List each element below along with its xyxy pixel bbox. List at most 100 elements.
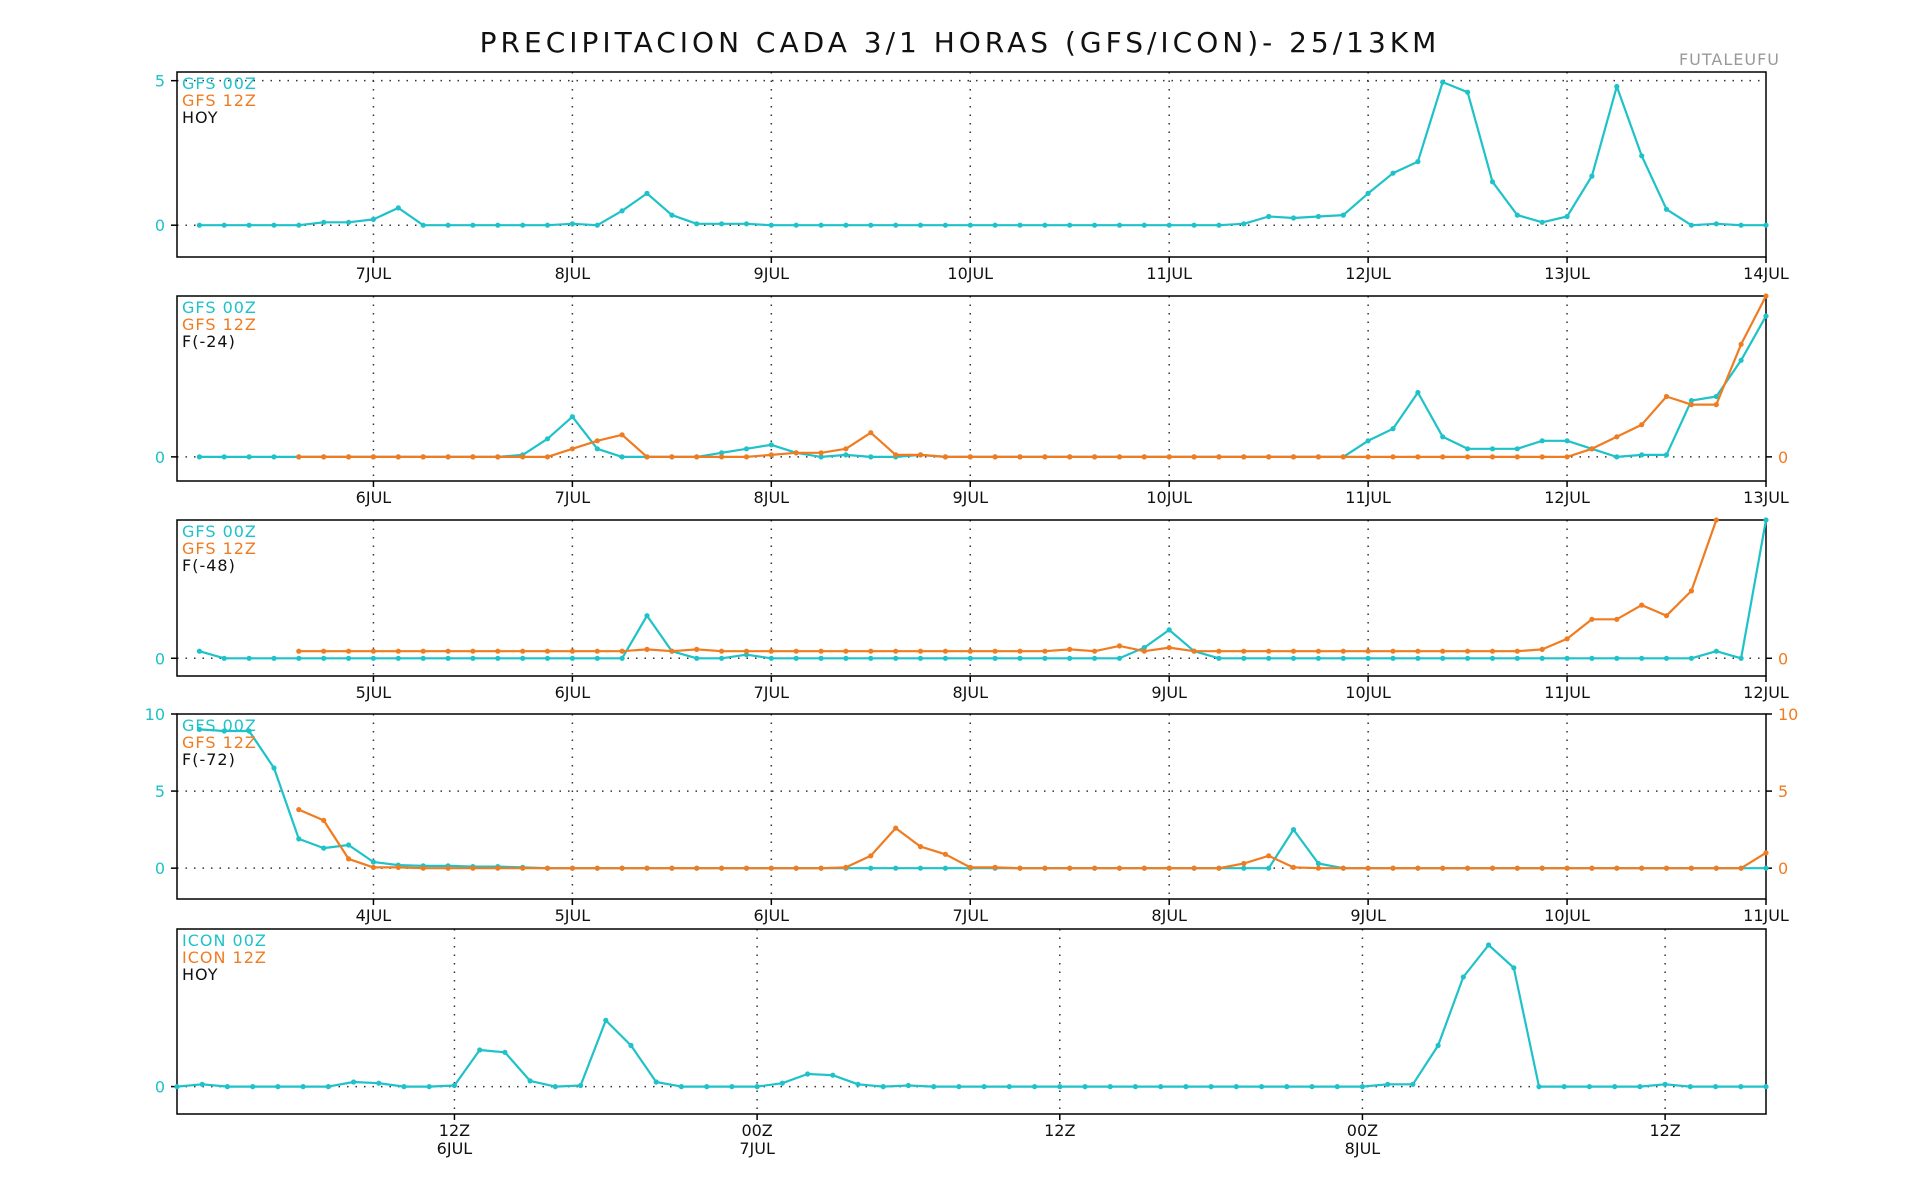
data-point xyxy=(552,1084,558,1090)
data-point xyxy=(1738,865,1744,871)
data-point xyxy=(644,865,650,871)
data-point xyxy=(1359,1084,1365,1090)
data-point xyxy=(594,438,600,444)
data-point xyxy=(1116,222,1123,228)
data-point xyxy=(1564,865,1570,871)
data-point xyxy=(1166,645,1172,651)
data-point xyxy=(1539,865,1545,871)
data-point xyxy=(271,454,277,460)
data-point xyxy=(1561,1084,1567,1090)
data-point xyxy=(1639,602,1645,608)
data-point xyxy=(520,655,526,661)
series-line xyxy=(199,728,1766,870)
data-point xyxy=(300,1084,306,1090)
y-tick-label-right: 0 xyxy=(1778,859,1788,878)
series-line xyxy=(176,943,1766,1088)
data-point xyxy=(544,222,551,228)
data-point xyxy=(420,222,426,228)
data-point xyxy=(893,865,899,871)
data-point xyxy=(1082,1084,1088,1090)
data-point xyxy=(1390,426,1396,432)
data-point xyxy=(1057,1084,1063,1090)
data-point xyxy=(1107,1084,1113,1090)
panel-3: 5JUL 6JUL 7JUL 8JUL 9JUL 10JUL 11JUL 12JUL 0 0 GFS… xyxy=(155,517,1789,702)
data-point xyxy=(1390,170,1396,176)
data-point xyxy=(967,864,973,871)
data-point xyxy=(1340,212,1346,218)
data-point xyxy=(1440,454,1446,460)
data-point xyxy=(1539,219,1545,225)
data-point xyxy=(743,865,750,871)
data-point xyxy=(644,190,650,196)
data-point xyxy=(1514,212,1520,218)
y-tick-label-left: 5 xyxy=(155,782,165,801)
x-tick-label: 7JUL xyxy=(754,683,790,702)
data-point xyxy=(1241,454,1247,460)
data-point xyxy=(1309,1084,1315,1090)
data-point xyxy=(569,446,576,452)
data-point xyxy=(1191,865,1197,871)
data-point xyxy=(1141,865,1147,871)
data-point xyxy=(1092,865,1098,871)
data-point xyxy=(1713,402,1719,408)
data-point xyxy=(1713,1084,1719,1090)
data-point xyxy=(1183,1084,1189,1090)
x-tick-label: 8JUL xyxy=(1151,906,1187,925)
data-point xyxy=(395,454,401,460)
data-point xyxy=(694,646,700,653)
data-point xyxy=(1564,454,1570,460)
data-point xyxy=(1067,222,1073,228)
data-point xyxy=(1042,865,1048,871)
panel-4: 4JUL 5JUL 6JUL 7JUL 8JUL 9JUL 10JUL 11JUL 0 5 10 0 5… xyxy=(145,705,1799,925)
x-tick-label: 12JUL xyxy=(1345,264,1391,283)
data-point xyxy=(779,1080,785,1086)
data-point xyxy=(1688,402,1694,408)
y-tick-label-right: 0 xyxy=(1778,649,1788,668)
data-point xyxy=(843,222,849,228)
data-point xyxy=(495,865,501,871)
legend-entry: HOY xyxy=(182,965,219,984)
data-point xyxy=(1266,213,1272,220)
data-point xyxy=(619,454,625,460)
data-point xyxy=(1738,222,1744,228)
panel-1: 7JUL 8JUL 9JUL 10JUL 11JUL 12JUL 13JUL 14JUL 0 5 G… xyxy=(155,71,1789,283)
x-tick-label: 8JUL xyxy=(952,683,988,702)
data-point xyxy=(1688,865,1694,871)
data-point xyxy=(1663,206,1670,212)
data-point xyxy=(1415,454,1421,460)
data-point xyxy=(1514,865,1520,871)
data-point xyxy=(594,865,600,871)
data-point xyxy=(346,655,352,661)
data-point xyxy=(1614,83,1620,90)
data-point xyxy=(271,765,277,771)
data-point xyxy=(793,222,799,228)
panel-frame xyxy=(176,713,1767,900)
x-tick-sublabel: 6JUL xyxy=(437,1139,473,1158)
data-point xyxy=(743,446,750,452)
x-tick-label: 6JUL xyxy=(754,906,790,925)
data-point xyxy=(793,865,799,871)
y-tick-label-left: 0 xyxy=(155,1078,165,1097)
y-tick-label-left: 0 xyxy=(155,859,165,878)
data-point xyxy=(1637,1084,1643,1090)
data-point xyxy=(1290,864,1297,871)
x-tick-label: 9JUL xyxy=(952,488,988,507)
data-point xyxy=(246,655,252,661)
data-point xyxy=(594,222,600,228)
data-point xyxy=(893,825,899,831)
data-point xyxy=(956,1084,962,1090)
data-point xyxy=(768,442,774,448)
data-point xyxy=(395,655,401,661)
data-point xyxy=(1713,517,1719,523)
data-point xyxy=(1390,648,1396,654)
data-point xyxy=(1460,974,1466,980)
x-tick-label: 14JUL xyxy=(1743,264,1789,283)
data-point xyxy=(992,864,998,871)
x-tick-label: 5JUL xyxy=(356,683,392,702)
data-point xyxy=(644,646,650,653)
x-tick-label: 8JUL xyxy=(754,488,790,507)
data-point xyxy=(719,648,725,654)
data-point xyxy=(1390,454,1396,460)
data-point xyxy=(1465,446,1471,452)
data-point xyxy=(931,1084,937,1090)
